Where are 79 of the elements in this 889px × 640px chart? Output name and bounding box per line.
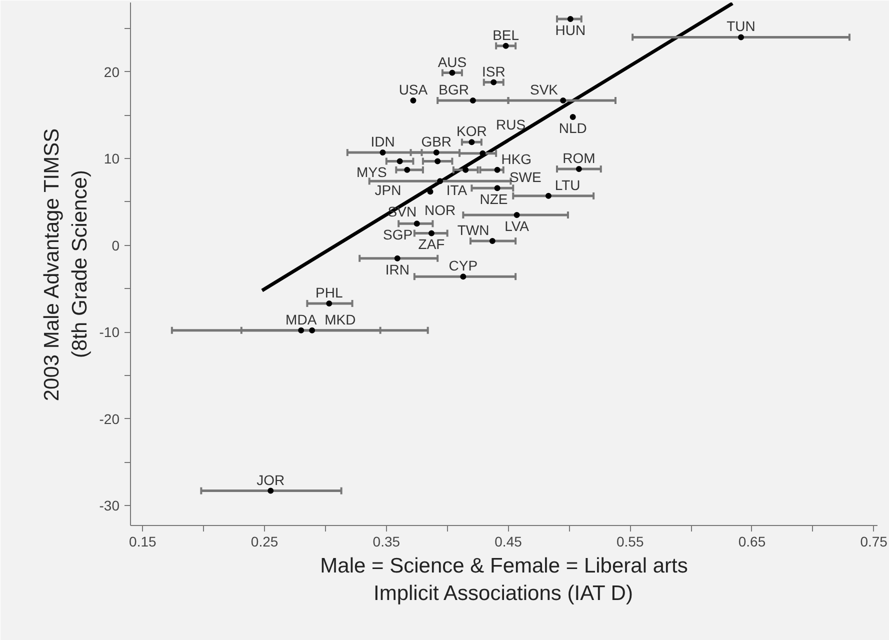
point [576,166,582,172]
point [494,166,500,173]
point [427,188,434,195]
point [437,178,444,184]
annotation: JPN [374,182,402,198]
y-tick-label: 0 [112,237,120,254]
point [309,327,316,334]
point [560,98,566,104]
annotation: HKG [501,150,532,167]
annotation: ZAF [418,236,445,252]
y-tick-label: -30 [99,498,120,514]
point [514,212,520,218]
x-tick-label: 0.75 [860,534,888,550]
annotation: BEL [492,26,520,43]
x-tick-label: 0.55 [616,534,644,550]
point [470,98,476,104]
annotation: CYP [448,258,478,274]
annotation: RUS [496,116,526,132]
annotation: MKD [324,311,356,328]
annotation: HUN [555,22,586,38]
point [396,158,403,164]
annotation: KOR [456,123,487,140]
point [428,230,434,236]
point [326,300,332,306]
point [380,150,386,156]
annotation: MDA [286,311,318,328]
point [570,114,576,120]
point [434,158,441,164]
point [414,220,420,227]
x-axis-title: Male = Science & Female = Liberal arts Implicit Associations (IAT D) [320,554,688,606]
x-tick-label: 0.25 [250,534,278,550]
x-tick-label: 0.65 [738,534,766,550]
annotation: IDN [370,134,395,150]
point [468,139,475,146]
annotation: ROM [562,150,596,166]
annotation: SVK [530,82,559,98]
annotation: PHL [316,284,343,300]
annotation: IRN [385,261,410,278]
annotation: TUN [726,18,756,34]
annotation: LVA [504,218,530,234]
point [738,34,744,40]
annotation: ITA [446,182,468,198]
point [490,79,497,86]
point [489,238,496,244]
y-tick-label: 10 [104,150,120,167]
point [404,166,410,173]
y-axis-title: 2003 Male Advantage TIMSS (8th Grade Science) [40,128,92,402]
point [462,166,469,173]
annotation: USA [398,82,428,98]
point [410,98,416,104]
annotation: BGR [438,82,469,98]
annotation: ISR [482,63,506,80]
point [460,274,466,280]
point [394,255,400,262]
point [268,488,274,494]
point [433,150,440,156]
point [449,70,456,76]
annotation: TWN [457,222,490,238]
y-tick-label: 20 [104,64,120,80]
y-tick-label: -10 [99,324,120,340]
x-tick-label: 0.45 [494,534,522,550]
annotation: JOR [256,472,285,488]
annotation: GBR [421,134,452,150]
point [567,16,574,22]
annotation: LTU [554,176,580,193]
point [502,42,509,49]
annotation: NLD [558,120,587,136]
x-tick-label: 0.15 [129,534,157,550]
y-tick-label: -20 [99,410,120,427]
annotation: NZE [480,190,508,207]
point [298,327,304,334]
annotation: MYS [356,164,387,180]
annotation: NOR [424,202,456,218]
annotation: SGP [382,226,413,243]
annotation: AUS [438,54,467,70]
annotation: SWE [509,169,542,186]
point [545,192,552,199]
x-tick-label: 0.35 [372,534,400,550]
point [494,185,500,192]
